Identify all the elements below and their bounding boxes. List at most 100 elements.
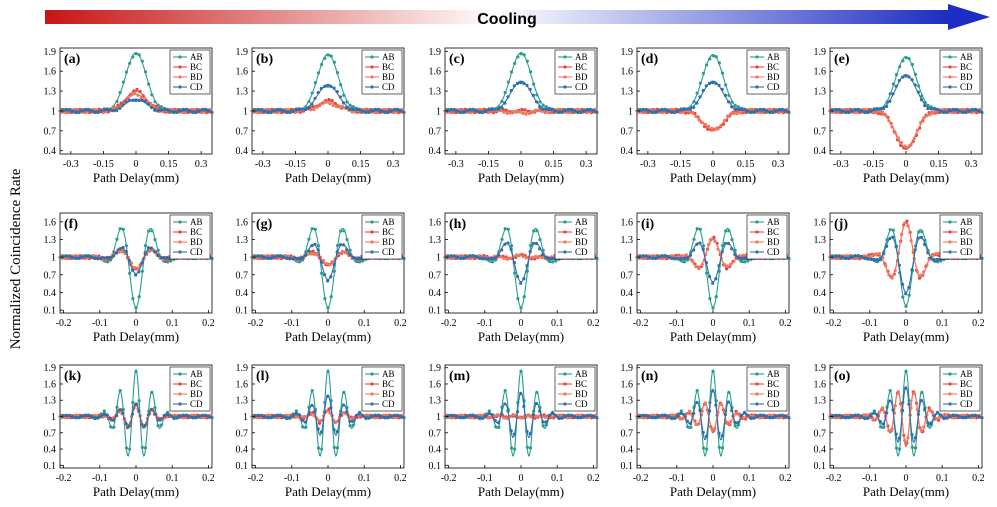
- data-point-CD: [679, 108, 683, 112]
- data-point-CD: [654, 110, 658, 115]
- data-point-CD: [525, 264, 529, 268]
- data-point-CD: [108, 108, 112, 112]
- data-point-CD: [357, 411, 361, 416]
- data-point-BD: [340, 411, 345, 415]
- data-point-CD: [726, 241, 731, 246]
- data-point-CD: [783, 414, 788, 418]
- x-tick-label: -0.1: [669, 473, 685, 484]
- data-point-BD: [716, 127, 720, 131]
- y-tick-label: 0.7: [44, 428, 57, 439]
- data-point-BD: [126, 96, 130, 100]
- data-point-BC: [317, 421, 322, 425]
- data-point-CD: [168, 414, 173, 418]
- data-point-BD: [700, 262, 704, 267]
- data-point-CD: [919, 235, 924, 240]
- data-point-CD: [348, 107, 352, 112]
- x-tick-label: -0.3: [63, 159, 79, 170]
- data-point-CD: [967, 415, 971, 419]
- data-point-BD: [334, 420, 338, 424]
- legend-marker-CD: [563, 250, 567, 254]
- data-point-CD: [897, 436, 901, 440]
- data-point-AB: [150, 390, 154, 395]
- data-point-CD: [872, 411, 876, 415]
- data-point-CD: [402, 256, 406, 260]
- data-point-CD: [111, 418, 116, 422]
- data-point-BD: [120, 250, 124, 254]
- legend-marker-AB: [755, 55, 759, 59]
- data-point-CD: [146, 246, 150, 250]
- data-point-CD: [730, 105, 734, 109]
- data-point-AB: [705, 63, 709, 67]
- data-point-CD: [945, 110, 949, 114]
- cooling-arrow-head: [948, 4, 990, 30]
- y-tick-label: 1.9: [236, 363, 249, 374]
- data-point-CD: [650, 256, 655, 260]
- data-point-CD: [70, 414, 74, 418]
- data-point-BD: [934, 417, 939, 421]
- data-point-CD: [891, 92, 895, 96]
- data-point-CD: [127, 258, 131, 263]
- legend-marker-BD: [370, 240, 374, 244]
- data-point-CD: [723, 412, 727, 417]
- data-point-BD: [524, 112, 528, 116]
- legend-marker-CD: [370, 85, 374, 89]
- x-tick-label: -0.15: [670, 159, 691, 170]
- data-point-BD: [136, 266, 140, 271]
- data-point-CD: [657, 415, 661, 419]
- data-point-CD: [165, 107, 169, 112]
- data-point-BD: [918, 121, 923, 125]
- legend-marker-BC: [563, 382, 567, 386]
- data-point-CD: [774, 415, 778, 419]
- data-point-CD: [961, 415, 965, 420]
- data-point-AB: [339, 229, 343, 233]
- data-point-CD: [560, 416, 564, 420]
- x-tick-label: -0.2: [248, 318, 264, 329]
- legend-entry-AB: AB: [575, 369, 588, 379]
- data-point-CD: [726, 100, 731, 104]
- data-point-CD: [515, 81, 520, 86]
- x-tick-label: 0.1: [551, 318, 564, 329]
- data-point-CD: [92, 110, 97, 114]
- x-tick-label: 0: [519, 318, 524, 329]
- data-point-CD: [749, 110, 753, 114]
- y-tick-label: 1.9: [814, 363, 827, 374]
- legend-marker-CD: [178, 250, 182, 254]
- data-point-CD: [531, 93, 535, 97]
- data-point-CD: [493, 107, 497, 111]
- data-point-BC: [330, 99, 334, 103]
- legend-entry-BC: BC: [190, 62, 202, 72]
- data-point-BD: [508, 256, 512, 260]
- data-point-CD: [474, 414, 478, 418]
- data-point-CD: [452, 254, 456, 258]
- data-point-AB: [920, 94, 924, 98]
- data-point-AB: [335, 446, 340, 450]
- data-point-CD: [891, 235, 895, 239]
- legend-marker-CD: [563, 402, 567, 406]
- data-point-BD: [735, 112, 739, 116]
- data-point-CD: [338, 413, 342, 417]
- x-tick-label: -0.3: [448, 159, 464, 170]
- x-tick-label: 0.3: [387, 159, 400, 170]
- data-point-AB: [538, 100, 542, 104]
- data-point-CD: [531, 413, 535, 417]
- data-point-CD: [885, 411, 889, 415]
- y-tick-label: 1: [436, 412, 441, 423]
- data-point-AB: [134, 52, 138, 56]
- x-tick-label: 0: [134, 318, 139, 329]
- data-point-CD: [850, 415, 854, 419]
- y-tick-label: 1: [51, 253, 56, 264]
- data-point-BD: [918, 273, 923, 277]
- data-point-CD: [153, 108, 157, 112]
- data-point-AB: [708, 57, 712, 61]
- y-tick-label: 0.4: [621, 146, 634, 157]
- data-point-BD: [906, 224, 910, 228]
- data-point-CD: [383, 415, 387, 420]
- data-point-AB: [326, 53, 330, 57]
- data-point-CD: [582, 415, 586, 419]
- data-point-CD: [585, 108, 589, 112]
- data-point-CD: [676, 257, 680, 261]
- data-point-CD: [707, 409, 712, 413]
- data-point-CD: [111, 109, 116, 113]
- data-point-AB: [121, 227, 125, 231]
